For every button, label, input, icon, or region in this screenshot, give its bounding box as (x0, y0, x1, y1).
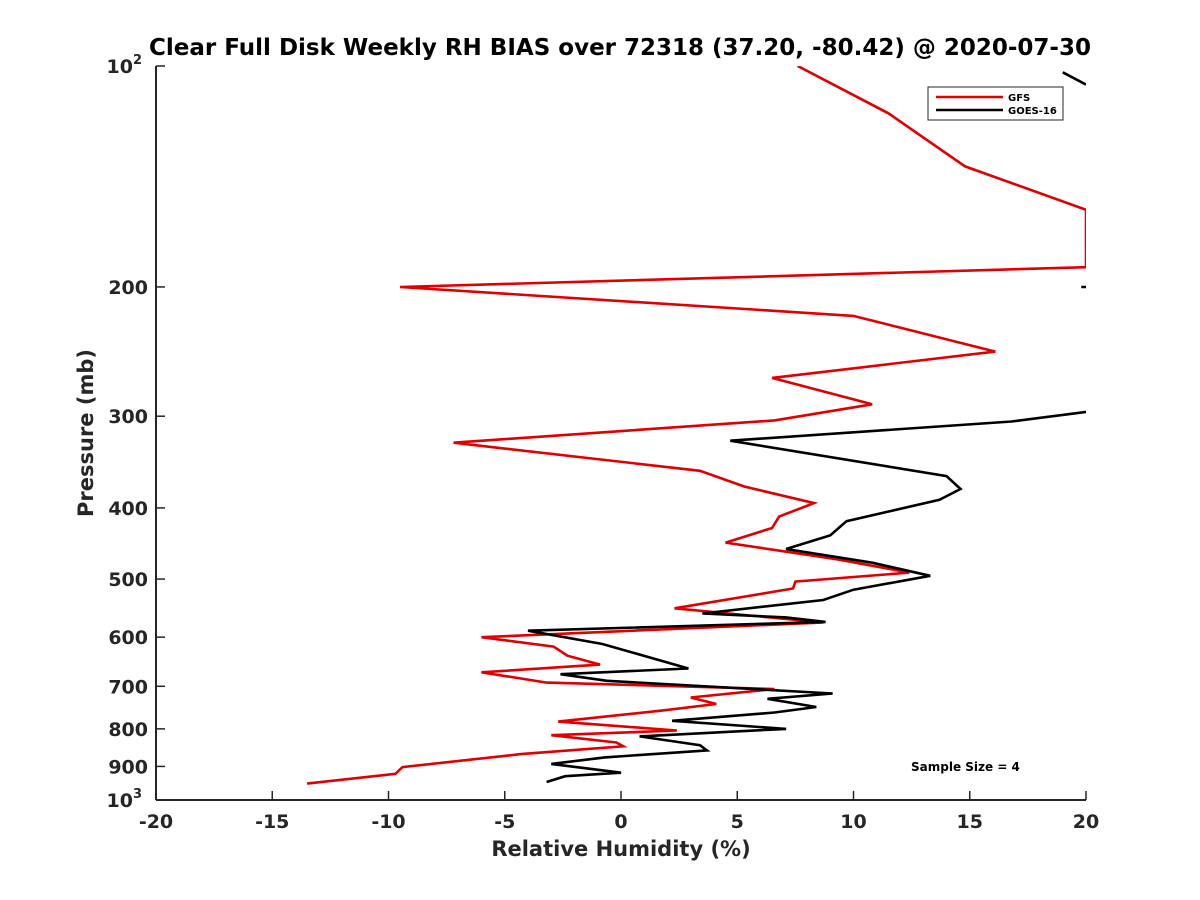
x-tick-label: 15 (957, 811, 983, 833)
x-tick-label: -15 (255, 811, 289, 833)
x-tick-label: 20 (1073, 811, 1099, 833)
legend-label-goes16: GOES-16 (1008, 106, 1057, 117)
plot-lines (306, 66, 1086, 785)
x-axis-label: Relative Humidity (%) (491, 837, 750, 861)
sample-size-annotation: Sample Size = 4 (911, 760, 1020, 774)
legend-label-gfs: GFS (1008, 93, 1030, 104)
y-tick-label: 900 (108, 756, 148, 778)
series-line-gfs (306, 66, 1086, 785)
x-tick-label: -10 (371, 811, 405, 833)
chart-title: Clear Full Disk Weekly RH BIAS over 7231… (149, 35, 1091, 61)
x-tick-label: -20 (139, 811, 173, 833)
y-tick-label: 200 (108, 277, 148, 299)
axes (155, 66, 1086, 801)
y-ticks: 102 200 300 400 500 600 700 800 900 103 (107, 53, 165, 812)
x-tick-label: -5 (494, 811, 515, 833)
y-tick-label: 700 (108, 676, 148, 698)
y-tick-label: 800 (108, 719, 148, 741)
y-tick-label: 103 (107, 787, 143, 812)
x-ticks: -20 -15 -10 -5 0 5 10 15 20 (139, 791, 1099, 833)
series-line-goes16 (527, 71, 1086, 784)
x-tick-label: 5 (731, 811, 744, 833)
y-tick-label: 500 (108, 569, 148, 591)
y-axis-label: Pressure (mb) (74, 349, 98, 517)
legend: GFS GOES-16 (927, 86, 1064, 121)
legend-box (927, 86, 1064, 121)
x-tick-label: 10 (840, 811, 866, 833)
y-tick-label: 400 (108, 498, 148, 520)
y-tick-label: 102 (107, 53, 143, 78)
y-tick-label: 300 (108, 406, 148, 428)
x-tick-label: 0 (614, 811, 627, 833)
y-tick-label: 600 (108, 627, 148, 649)
